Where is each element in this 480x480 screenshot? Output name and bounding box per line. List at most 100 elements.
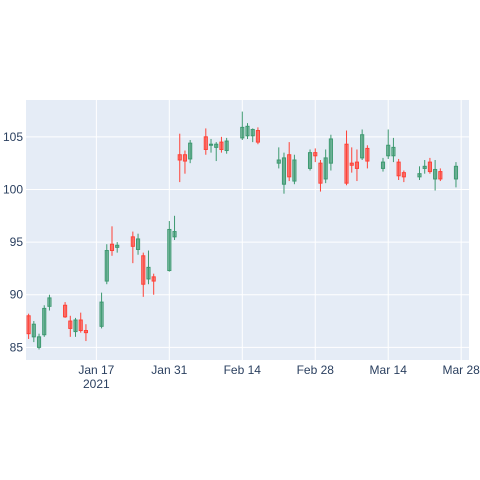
candle-body bbox=[104, 250, 109, 282]
candle-decreasing bbox=[177, 133, 182, 183]
candle-increasing bbox=[135, 233, 141, 255]
candle-increasing bbox=[214, 142, 219, 162]
candle-body bbox=[99, 301, 104, 327]
candle-body bbox=[78, 319, 83, 332]
candle-decreasing bbox=[78, 312, 83, 333]
candle-decreasing bbox=[427, 157, 432, 174]
candle-body bbox=[386, 144, 391, 157]
candle-increasing bbox=[281, 152, 287, 194]
candle-body bbox=[109, 243, 115, 252]
candle-increasing bbox=[172, 215, 177, 240]
x-tick-year-label: 2021 bbox=[83, 377, 110, 391]
candle-body bbox=[146, 266, 151, 280]
candle-body bbox=[349, 162, 354, 166]
y-tick-label: 90 bbox=[10, 288, 24, 302]
x-tick-label: Mar 28 bbox=[443, 363, 480, 377]
candle-body bbox=[47, 297, 52, 307]
candle-body bbox=[328, 138, 333, 164]
candle-body bbox=[276, 159, 281, 164]
candle-body bbox=[130, 236, 135, 247]
candle-decreasing bbox=[365, 145, 370, 169]
candle-decreasing bbox=[401, 170, 406, 183]
candle-body bbox=[83, 330, 88, 334]
candle-body bbox=[245, 125, 250, 137]
candle-increasing bbox=[208, 138, 214, 153]
y-gridlines bbox=[26, 136, 469, 348]
y-axis: 85 90 95 100 105 bbox=[3, 130, 23, 355]
x-tick-label: Mar 14 bbox=[370, 363, 408, 377]
candle-decreasing bbox=[68, 315, 73, 337]
y-tick-label: 95 bbox=[10, 235, 24, 249]
candle-increasing bbox=[146, 250, 151, 285]
candle-body bbox=[203, 136, 208, 150]
candle-decreasing bbox=[151, 273, 156, 295]
candle-increasing bbox=[167, 221, 172, 272]
candle-decreasing bbox=[255, 127, 260, 145]
candle-decreasing bbox=[438, 168, 443, 182]
candle-body bbox=[344, 143, 349, 184]
candle-body bbox=[323, 157, 328, 180]
candle-decreasing bbox=[313, 148, 318, 163]
candle-body bbox=[208, 143, 214, 146]
candle-increasing bbox=[36, 333, 42, 350]
candle-increasing bbox=[453, 162, 459, 188]
y-tick-label: 85 bbox=[10, 340, 24, 354]
candle-decreasing bbox=[287, 142, 292, 182]
x-tick-label: Jan 17 bbox=[78, 363, 114, 377]
candle-body bbox=[396, 161, 401, 177]
candle-increasing bbox=[386, 129, 391, 159]
candle-increasing bbox=[380, 157, 386, 172]
candle-decreasing bbox=[63, 302, 68, 318]
candle-body bbox=[255, 130, 260, 143]
candle-decreasing bbox=[141, 252, 146, 297]
x-tick-label: Feb 14 bbox=[224, 363, 262, 377]
candle-increasing bbox=[250, 128, 255, 143]
candle-body bbox=[214, 143, 219, 148]
x-tick-label: Jan 31 bbox=[151, 363, 187, 377]
candle-increasing bbox=[417, 166, 422, 180]
candles-layer bbox=[26, 111, 459, 350]
candle-increasing bbox=[115, 242, 120, 253]
candle-body bbox=[219, 141, 224, 150]
candle-increasing bbox=[391, 137, 396, 163]
candle-body bbox=[401, 172, 406, 178]
candle-decreasing bbox=[396, 158, 401, 180]
candle-decreasing bbox=[26, 313, 31, 339]
candle-body bbox=[427, 161, 432, 173]
candle-increasing bbox=[323, 149, 328, 184]
candle-increasing bbox=[99, 292, 104, 329]
candle-increasing bbox=[42, 305, 47, 337]
candle-body bbox=[167, 228, 172, 272]
candle-body bbox=[318, 162, 323, 184]
candle-increasing bbox=[433, 160, 438, 191]
candle-body bbox=[433, 168, 438, 180]
candle-increasing bbox=[104, 244, 109, 285]
candle-increasing bbox=[31, 321, 36, 343]
candle-body bbox=[360, 134, 365, 159]
candle-body bbox=[417, 173, 422, 178]
candle-increasing bbox=[292, 154, 297, 185]
candle-increasing bbox=[307, 149, 313, 171]
candle-increasing bbox=[224, 137, 229, 154]
candle-increasing bbox=[240, 111, 245, 140]
candle-increasing bbox=[328, 134, 333, 171]
candle-body bbox=[172, 231, 177, 238]
candle-body bbox=[68, 320, 73, 329]
candle-decreasing bbox=[130, 231, 135, 264]
candle-body bbox=[115, 244, 120, 248]
candle-body bbox=[391, 146, 396, 157]
candle-body bbox=[151, 276, 156, 282]
candle-body bbox=[42, 307, 47, 336]
candle-body bbox=[240, 126, 245, 139]
candle-decreasing bbox=[349, 147, 354, 173]
candle-body bbox=[26, 315, 31, 335]
candle-body bbox=[380, 161, 386, 169]
candle-body bbox=[36, 336, 42, 348]
candle-body bbox=[73, 319, 78, 333]
candle-decreasing bbox=[354, 149, 360, 182]
y-tick-label: 100 bbox=[3, 182, 23, 196]
candle-increasing bbox=[360, 129, 365, 160]
candle-body bbox=[135, 238, 141, 250]
